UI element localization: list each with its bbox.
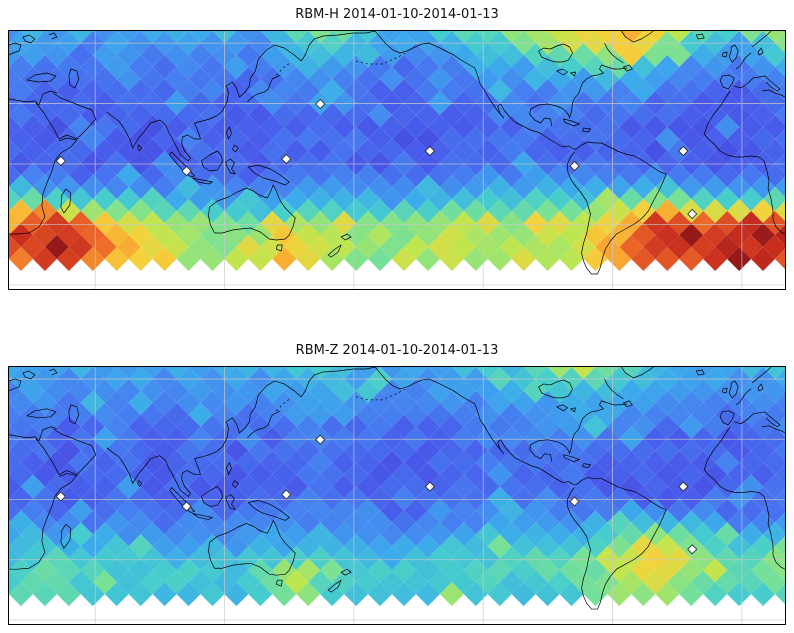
station-marker [678, 481, 689, 492]
station-marker [569, 496, 580, 507]
map-rbm-h [9, 31, 785, 289]
station-marker [569, 160, 580, 172]
chart-title-rbm-h: RBM-H 2014-01-10-2014-01-13 [295, 7, 499, 22]
station-marker [687, 208, 698, 220]
station-marker [678, 145, 689, 157]
station-marker [315, 434, 326, 445]
heatmap-layer [9, 367, 785, 607]
map-rbm-z [9, 367, 785, 624]
station-marker [181, 501, 192, 512]
station-marker [687, 544, 698, 555]
coastline-layer [9, 31, 785, 275]
station-marker [281, 153, 292, 165]
map-panel-rbm-h [8, 30, 786, 290]
station-marker [55, 155, 66, 167]
station-marker [424, 481, 435, 492]
gridline-layer [9, 31, 785, 289]
heatmap-layer [9, 31, 785, 271]
gridline-layer [9, 367, 785, 624]
station-marker [315, 98, 326, 110]
chart-title-rbm-z: RBM-Z 2014-01-10-2014-01-13 [295, 343, 499, 358]
station-layer [55, 98, 698, 220]
station-marker [281, 489, 292, 500]
map-panel-rbm-z [8, 366, 786, 625]
station-marker [55, 491, 66, 502]
station-marker [424, 145, 435, 157]
station-marker [181, 165, 192, 177]
coastline-layer [9, 367, 785, 610]
station-layer [55, 434, 698, 555]
